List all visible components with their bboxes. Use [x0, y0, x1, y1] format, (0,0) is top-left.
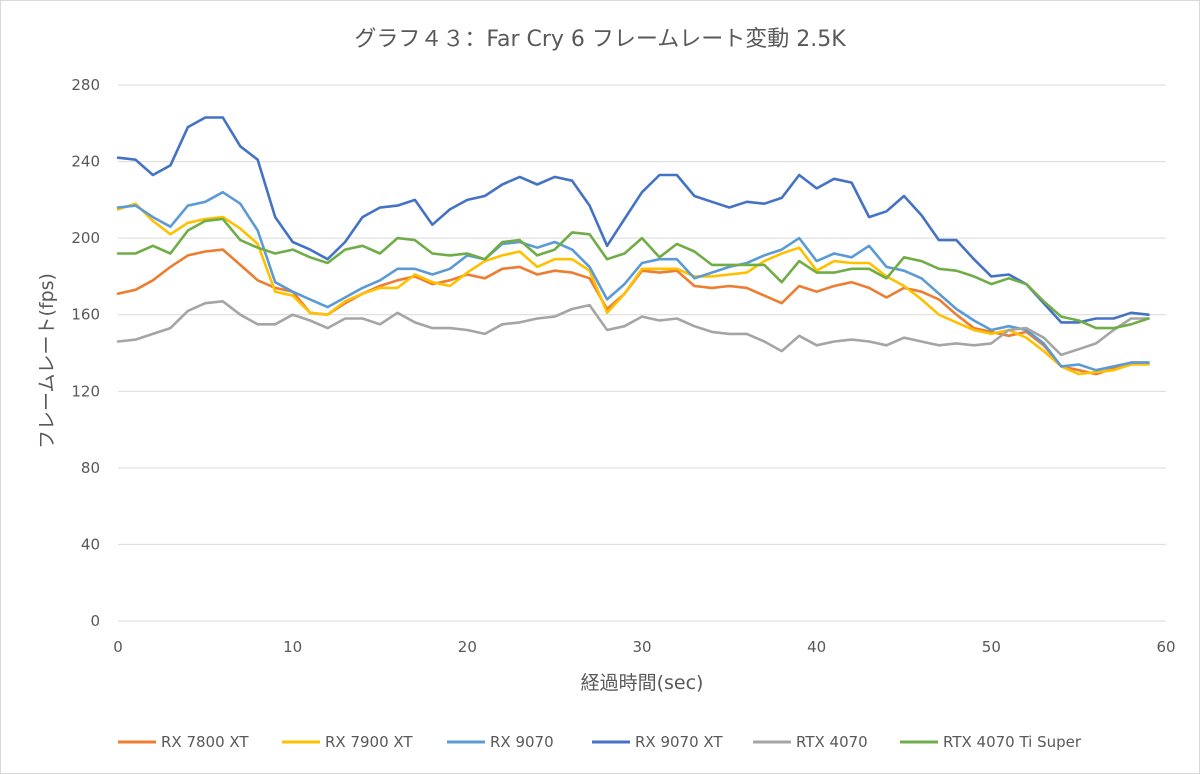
legend: RX 7800 XT RX 7900 XT RX 9070 RX 9070 XT RTX…: [118, 733, 1082, 751]
legend-label: RX 9070 XT: [635, 733, 723, 751]
legend-item: RTX 4070 Ti Super: [900, 733, 1082, 751]
x-tick-label: 10: [283, 638, 302, 656]
x-tick-label: 0: [113, 638, 123, 656]
x-tick-label: 50: [982, 638, 1001, 656]
x-axis-title: 経過時間(sec): [581, 672, 704, 694]
legend-item: RX 7800 XT: [118, 733, 249, 751]
series-line-3: [116, 116, 1150, 324]
y-tick-label: 120: [71, 382, 100, 400]
y-tick-label: 40: [81, 535, 100, 553]
legend-label: RX 7900 XT: [325, 733, 413, 751]
legend-item: RTX 4070: [753, 733, 868, 751]
series-line-2: [116, 190, 1150, 372]
y-axis-title: フレームレート(fps): [36, 273, 58, 449]
legend-item: RX 7900 XT: [282, 733, 413, 751]
series-lines: [116, 116, 1150, 376]
x-tick-label: 20: [458, 638, 477, 656]
series-line-1: [116, 202, 1150, 376]
x-tick-labels: 0 10 20 30 40 50 60: [113, 638, 1175, 656]
legend-label: RTX 4070 Ti Super: [943, 733, 1082, 751]
y-tick-label: 200: [71, 229, 100, 247]
y-tick-label: 280: [71, 76, 100, 94]
y-tick-label: 240: [71, 153, 100, 171]
gridlines: [118, 84, 1166, 622]
chart-title: グラフ４３：Far Cry 6 フレームレート変動 2.5K: [354, 27, 846, 52]
series-line-0: [116, 248, 1150, 376]
legend-item: RX 9070 XT: [592, 733, 723, 751]
legend-label: RX 9070: [490, 733, 554, 751]
x-tick-label: 30: [632, 638, 651, 656]
series-line-4: [116, 299, 1150, 357]
y-tick-label: 0: [90, 612, 100, 630]
y-tick-label: 80: [81, 459, 100, 477]
x-tick-label: 40: [807, 638, 826, 656]
legend-item: RX 9070: [447, 733, 554, 751]
legend-label: RX 7800 XT: [161, 733, 249, 751]
y-tick-labels: 0 40 80 120 160 200 240 280: [71, 76, 100, 630]
x-tick-label: 60: [1156, 638, 1175, 656]
series-line-5: [116, 217, 1150, 330]
y-tick-label: 160: [71, 306, 100, 324]
legend-label: RTX 4070: [796, 733, 868, 751]
